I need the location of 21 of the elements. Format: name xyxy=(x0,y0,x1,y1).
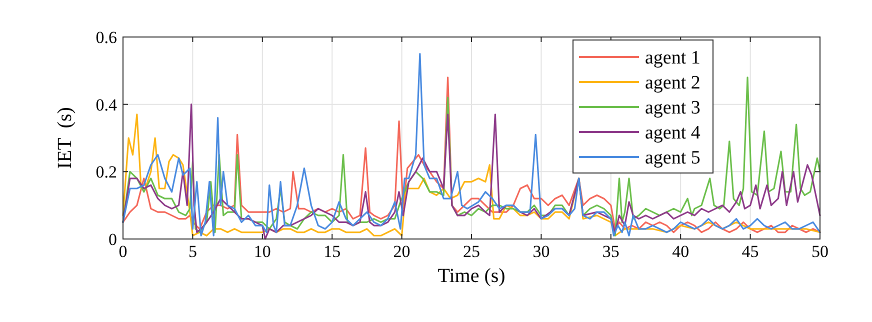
y-tick-label: 0.2 xyxy=(96,162,117,182)
x-axis-title: Time (s) xyxy=(438,265,506,287)
x-tick-label: 30 xyxy=(532,242,550,261)
y-tick-label: 0.4 xyxy=(96,95,118,114)
y-tick-label: 0 xyxy=(108,230,117,249)
y-tick-label: 0.6 xyxy=(96,28,117,47)
x-tick-label: 10 xyxy=(254,242,271,261)
x-tick-label: 40 xyxy=(672,242,690,261)
x-tick-label: 50 xyxy=(812,242,828,261)
x-tick-label: 15 xyxy=(324,242,341,261)
x-tick-label: 45 xyxy=(742,242,759,261)
legend-label: agent 5 xyxy=(645,148,700,169)
legend-label: agent 3 xyxy=(645,98,700,119)
legend-label: agent 1 xyxy=(645,48,700,69)
x-tick-label: 20 xyxy=(393,242,410,261)
y-axis-title: IET (s) xyxy=(54,107,76,169)
x-tick-label: 35 xyxy=(602,242,620,261)
legend-label: agent 2 xyxy=(645,72,700,94)
legend-label: agent 4 xyxy=(645,122,701,144)
x-tick-label: 25 xyxy=(463,242,480,261)
x-tick-label: 5 xyxy=(188,242,197,261)
